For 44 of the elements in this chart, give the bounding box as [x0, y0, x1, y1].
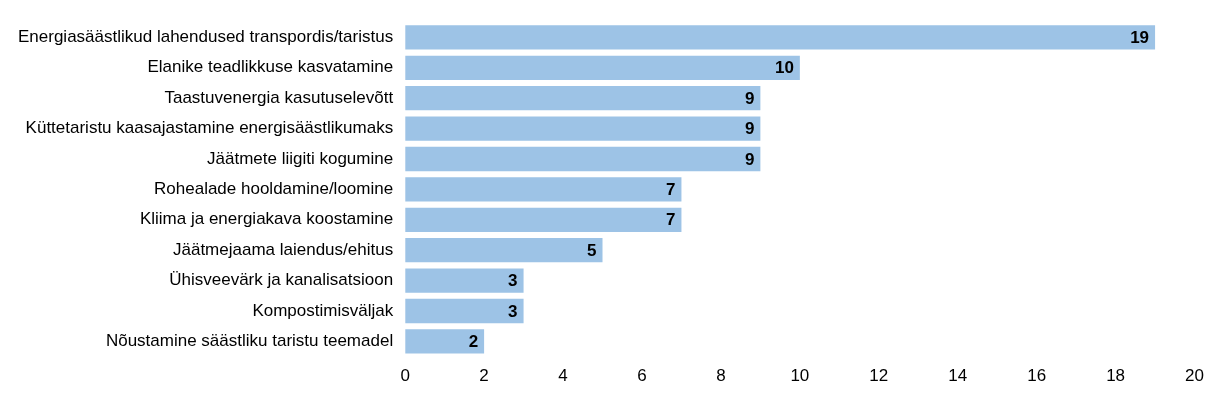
y-tick-label: Ühisveevärk ja kanalisatsioon — [169, 270, 394, 290]
bar — [405, 298, 524, 324]
data-label: 3 — [508, 301, 518, 321]
bar — [405, 146, 761, 172]
y-tick-label: Taastuvenergia kasutuselevõtt — [164, 87, 394, 107]
x-tick-label: 10 — [790, 366, 810, 386]
bar — [405, 268, 524, 293]
y-tick-label: Jäätmete liigiti kogumine — [207, 148, 394, 168]
x-tick-label: 12 — [869, 366, 889, 386]
y-tick-label: Energiasäästlikud lahendused transpordis/taristus — [17, 27, 394, 47]
y-tick-label: Küttetaristu kaasajastamine energisäästlikumaks — [25, 118, 394, 138]
data-label: 19 — [1130, 28, 1150, 48]
data-label: 5 — [587, 240, 597, 260]
bar — [405, 238, 603, 263]
x-tick-label: 14 — [948, 366, 968, 386]
data-label: 3 — [508, 271, 518, 291]
y-tick-label: Jäätmejaama laiendus/ehitus — [172, 239, 394, 259]
x-tick-label: 4 — [558, 366, 568, 386]
bar — [405, 207, 682, 232]
bar — [405, 55, 800, 80]
y-tick-label: Kompostimisväljak — [252, 300, 394, 320]
y-tick-label: Nõustamine säästliku taristu teemadel — [105, 331, 394, 351]
data-label: 9 — [744, 119, 755, 139]
x-tick-label: 18 — [1106, 366, 1126, 386]
x-tick-label: 16 — [1027, 366, 1047, 386]
x-tick-label: 8 — [716, 366, 726, 386]
x-tick-label: 6 — [637, 366, 647, 386]
data-label: 10 — [774, 58, 794, 78]
bar — [405, 329, 485, 354]
bar — [405, 86, 761, 111]
bar — [405, 177, 682, 202]
x-tick-label: 2 — [479, 366, 489, 386]
bar — [405, 116, 761, 141]
data-label: 9 — [744, 149, 755, 169]
y-tick-label: Elanike teadlikkuse kasvatamine — [147, 57, 394, 77]
data-label: 7 — [665, 180, 676, 200]
data-label: 9 — [744, 88, 755, 108]
x-tick-label: 20 — [1185, 366, 1205, 386]
bar — [405, 25, 1156, 50]
y-tick-label: Rohealade hooldamine/loomine — [154, 179, 394, 199]
x-tick-label: 0 — [400, 366, 410, 386]
data-label: 2 — [468, 332, 479, 352]
data-label: 7 — [665, 210, 676, 230]
y-tick-label: Kliima ja energiakava koostamine — [139, 209, 394, 229]
